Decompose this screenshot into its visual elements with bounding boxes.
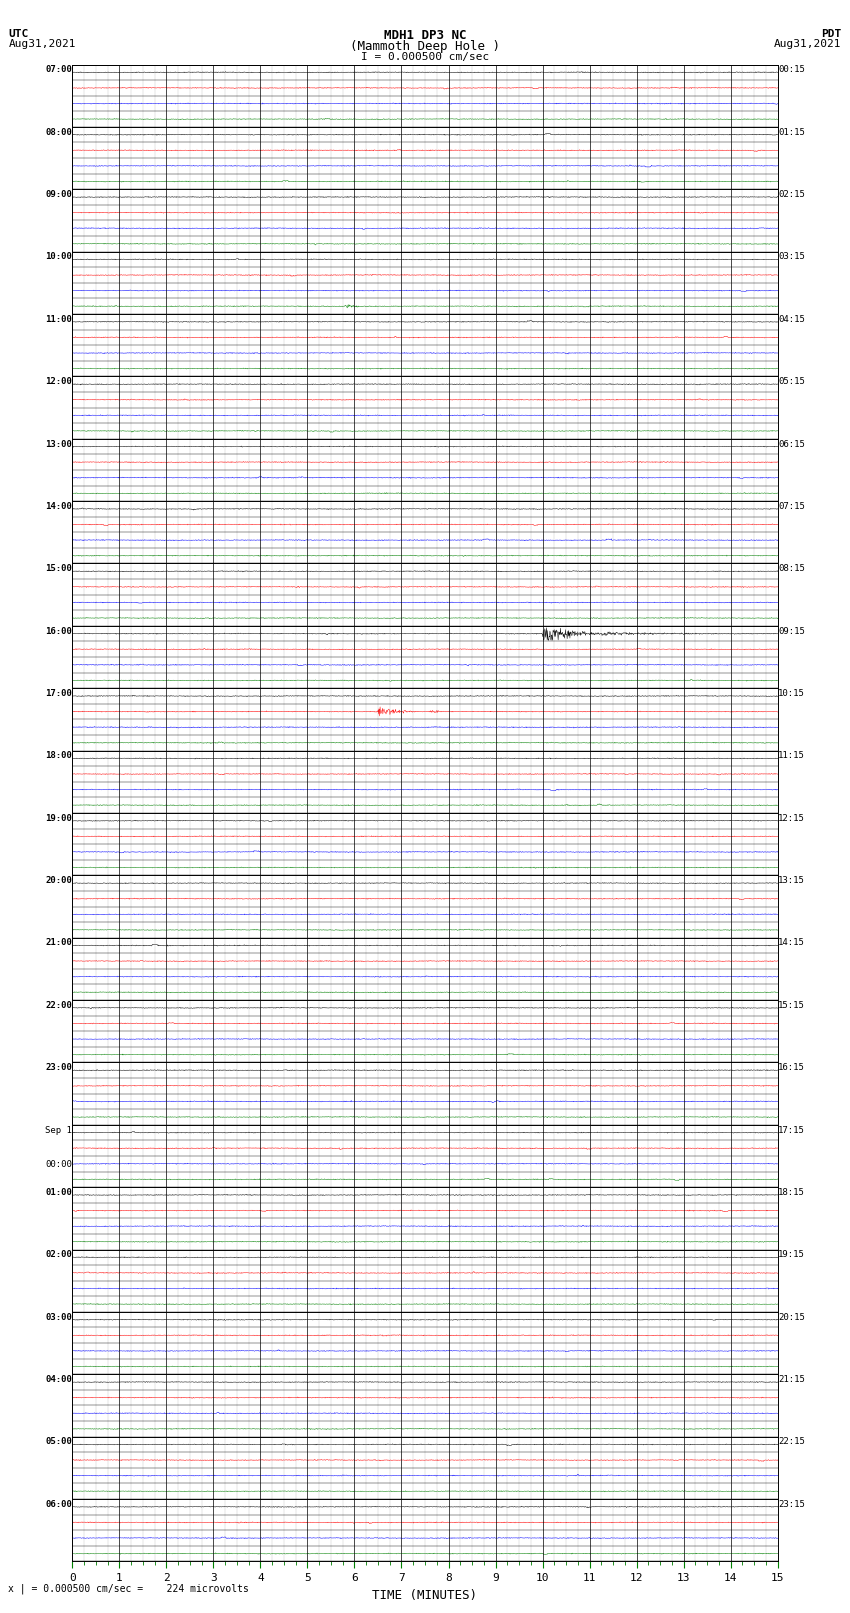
Text: 20:15: 20:15: [778, 1313, 805, 1321]
Text: 21:00: 21:00: [45, 939, 72, 947]
Text: 07:15: 07:15: [778, 502, 805, 511]
Text: 19:15: 19:15: [778, 1250, 805, 1260]
Text: 18:15: 18:15: [778, 1187, 805, 1197]
Text: 14:00: 14:00: [45, 502, 72, 511]
Text: 02:00: 02:00: [45, 1250, 72, 1260]
Text: 09:15: 09:15: [778, 626, 805, 636]
Text: 06:15: 06:15: [778, 439, 805, 448]
Text: 08:00: 08:00: [45, 127, 72, 137]
Text: 11:00: 11:00: [45, 315, 72, 324]
Text: 11:15: 11:15: [778, 752, 805, 760]
Text: 13:00: 13:00: [45, 439, 72, 448]
Text: PDT: PDT: [821, 29, 842, 39]
Text: 15:00: 15:00: [45, 565, 72, 573]
Text: 23:15: 23:15: [778, 1500, 805, 1508]
X-axis label: TIME (MINUTES): TIME (MINUTES): [372, 1589, 478, 1602]
Text: (Mammoth Deep Hole ): (Mammoth Deep Hole ): [350, 40, 500, 53]
Text: 01:15: 01:15: [778, 127, 805, 137]
Text: 20:00: 20:00: [45, 876, 72, 886]
Text: 16:15: 16:15: [778, 1063, 805, 1073]
Text: 08:15: 08:15: [778, 565, 805, 573]
Text: 16:00: 16:00: [45, 626, 72, 636]
Text: 02:15: 02:15: [778, 190, 805, 198]
Text: MDH1 DP3 NC: MDH1 DP3 NC: [383, 29, 467, 42]
Text: 19:00: 19:00: [45, 813, 72, 823]
Text: Aug31,2021: Aug31,2021: [774, 39, 842, 48]
Text: 00:00: 00:00: [45, 1160, 72, 1169]
Text: 13:15: 13:15: [778, 876, 805, 886]
Text: 04:15: 04:15: [778, 315, 805, 324]
Text: 10:00: 10:00: [45, 252, 72, 261]
Text: 12:00: 12:00: [45, 377, 72, 386]
Text: UTC: UTC: [8, 29, 29, 39]
Text: 07:00: 07:00: [45, 65, 72, 74]
Text: 17:00: 17:00: [45, 689, 72, 698]
Text: x | = 0.000500 cm/sec =    224 microvolts: x | = 0.000500 cm/sec = 224 microvolts: [8, 1582, 249, 1594]
Text: 01:00: 01:00: [45, 1187, 72, 1197]
Text: 03:15: 03:15: [778, 252, 805, 261]
Text: 22:15: 22:15: [778, 1437, 805, 1447]
Text: 17:15: 17:15: [778, 1126, 805, 1134]
Text: 03:00: 03:00: [45, 1313, 72, 1321]
Text: 14:15: 14:15: [778, 939, 805, 947]
Text: 15:15: 15:15: [778, 1000, 805, 1010]
Text: 10:15: 10:15: [778, 689, 805, 698]
Text: I = 0.000500 cm/sec: I = 0.000500 cm/sec: [361, 52, 489, 61]
Text: 05:15: 05:15: [778, 377, 805, 386]
Text: Aug31,2021: Aug31,2021: [8, 39, 76, 48]
Text: 18:00: 18:00: [45, 752, 72, 760]
Text: 04:00: 04:00: [45, 1374, 72, 1384]
Text: 00:15: 00:15: [778, 65, 805, 74]
Text: 21:15: 21:15: [778, 1374, 805, 1384]
Text: 05:00: 05:00: [45, 1437, 72, 1447]
Text: 22:00: 22:00: [45, 1000, 72, 1010]
Text: 06:00: 06:00: [45, 1500, 72, 1508]
Text: 23:00: 23:00: [45, 1063, 72, 1073]
Text: 12:15: 12:15: [778, 813, 805, 823]
Text: Sep 1: Sep 1: [45, 1126, 72, 1134]
Text: 09:00: 09:00: [45, 190, 72, 198]
